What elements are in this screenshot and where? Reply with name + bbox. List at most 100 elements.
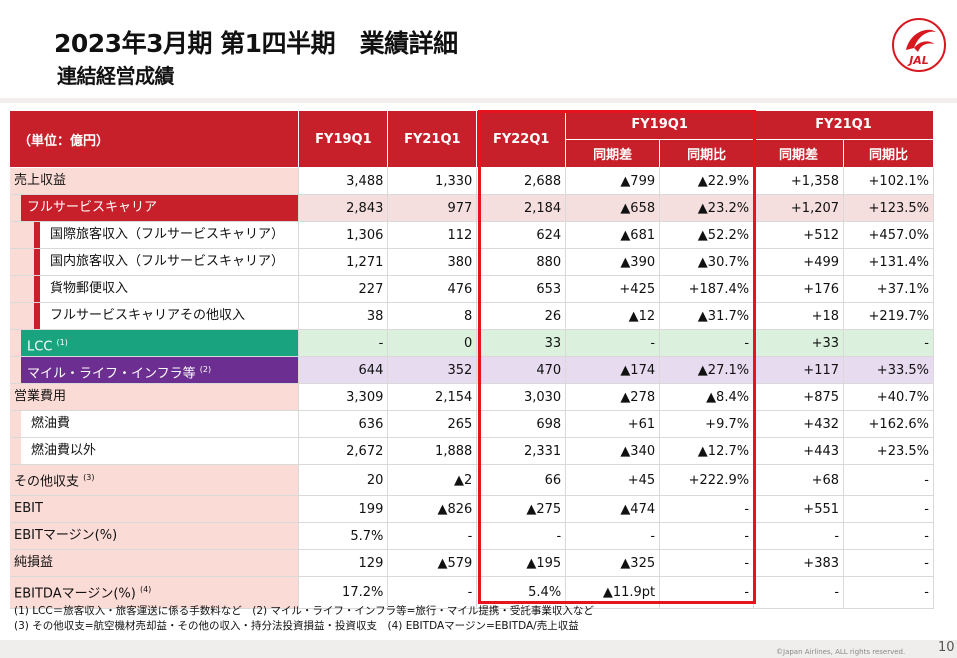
- group-fy21q1: FY21Q1: [753, 111, 934, 140]
- row-label-cell: マイル・ライフ・インフラ等 (2): [10, 356, 300, 384]
- value-cell: ▲12.7%: [659, 437, 755, 465]
- row-label: 国内旅客収入（フルサービスキャリア）: [50, 254, 285, 269]
- value-cell: 199: [298, 495, 389, 524]
- row-label-box: フルサービスキャリア: [21, 195, 298, 221]
- value-cell: ▲278: [565, 383, 661, 411]
- col-ratio-21: 同期比: [843, 139, 934, 169]
- results-table: （単位：億円） FY19Q1 FY21Q1 FY22Q1 FY19Q1 FY21…: [10, 111, 934, 609]
- value-cell: 352: [387, 356, 478, 384]
- value-cell: +875: [753, 383, 845, 411]
- value-cell: 880: [476, 248, 567, 276]
- value-cell: 977: [387, 194, 478, 222]
- value-cell: ▲275: [476, 495, 567, 524]
- row-label: 営業費用: [14, 389, 67, 404]
- value-cell: 624: [476, 221, 567, 249]
- value-cell: +45: [565, 464, 661, 497]
- value-cell: +499: [753, 248, 845, 276]
- value-cell: 698: [476, 410, 567, 438]
- value-cell: 1,271: [298, 248, 389, 276]
- table-row: その他収支 (3) 20 ▲2 66 +45 +222.9% +68-: [10, 464, 934, 497]
- row-label-cell: 国際旅客収入（フルサービスキャリア）: [10, 221, 300, 249]
- table-row: フルサービスキャリア 2,843 977 2,184 ▲658 ▲23.2% +1,207 +…: [10, 194, 934, 222]
- value-cell: +33.5%: [843, 356, 934, 384]
- value-cell: ▲22.9%: [659, 167, 755, 195]
- value-cell: 17.2%: [298, 576, 389, 609]
- row-label-box: 国内旅客収入（フルサービスキャリア）: [34, 249, 298, 275]
- value-cell: ▲23.2%: [659, 194, 755, 222]
- value-cell: ▲390: [565, 248, 661, 276]
- value-cell: +222.9%: [659, 464, 755, 497]
- value-cell: ▲8.4%: [659, 383, 755, 411]
- row-label-cell: フルサービスキャリア: [10, 194, 300, 222]
- value-cell: -: [659, 576, 755, 609]
- value-cell: -: [843, 329, 934, 357]
- row-label-box: マイル・ライフ・インフラ等 (2): [21, 357, 298, 383]
- value-cell: 380: [387, 248, 478, 276]
- value-cell: ▲2: [387, 464, 478, 497]
- row-label: LCC: [27, 339, 53, 355]
- col-ratio-19: 同期比: [659, 139, 755, 169]
- value-cell: ▲826: [387, 495, 478, 524]
- value-cell: ▲195: [476, 549, 567, 578]
- table-row: 純損益 129 ▲579 ▲195 ▲325- +383-: [10, 549, 934, 578]
- value-cell: +68: [753, 464, 845, 497]
- value-cell: +1,358: [753, 167, 845, 195]
- value-cell: -: [476, 522, 567, 551]
- value-cell: 1,330: [387, 167, 478, 195]
- group-fy19q1: FY19Q1: [565, 111, 755, 140]
- divider: [0, 98, 957, 103]
- row-label-cell: EBITマージン(%): [10, 522, 300, 551]
- row-label: 純損益: [14, 555, 54, 571]
- value-cell: +131.4%: [843, 248, 934, 276]
- value-cell: -: [659, 329, 755, 357]
- value-cell: ▲681: [565, 221, 661, 249]
- row-label-box: 国際旅客収入（フルサービスキャリア）: [34, 222, 298, 248]
- footnote-line: (1) LCC＝旅客収入・旅客運送に係る手数料など (2) マイル・ライフ・イン…: [14, 605, 594, 617]
- value-cell: ▲325: [565, 549, 661, 578]
- value-cell: -: [565, 522, 661, 551]
- value-cell: 476: [387, 275, 478, 303]
- row-label-box: 売上収益: [10, 168, 298, 194]
- value-cell: 66: [476, 464, 567, 497]
- value-cell: 3,309: [298, 383, 389, 411]
- row-label-cell: LCC (1): [10, 329, 300, 357]
- value-cell: +512: [753, 221, 845, 249]
- row-label: EBIT: [14, 501, 43, 517]
- col-fy21q1: FY21Q1: [387, 111, 478, 168]
- row-label-cell: その他収支 (3): [10, 464, 300, 497]
- value-cell: -: [843, 522, 934, 551]
- value-cell: 1,888: [387, 437, 478, 465]
- value-cell: -: [843, 576, 934, 609]
- value-cell: 1,306: [298, 221, 389, 249]
- row-label-box: 営業費用: [10, 384, 298, 410]
- table-row: フルサービスキャリアその他収入 38 8 26 ▲12 ▲31.7% +18 +219.7%: [10, 302, 934, 330]
- jal-logo: JAL: [892, 18, 946, 72]
- value-cell: 2,672: [298, 437, 389, 465]
- value-cell: 227: [298, 275, 389, 303]
- table-row: マイル・ライフ・インフラ等 (2) 644 352 470 ▲174 ▲27.1% +117…: [10, 356, 934, 384]
- value-cell: -: [843, 495, 934, 524]
- footnote-ref: (4): [139, 585, 152, 595]
- value-cell: ▲31.7%: [659, 302, 755, 330]
- value-cell: 3,030: [476, 383, 567, 411]
- col-diff-21: 同期差: [753, 139, 845, 169]
- value-cell: +187.4%: [659, 275, 755, 303]
- value-cell: +383: [753, 549, 845, 578]
- row-label: 燃油費: [31, 416, 71, 431]
- value-cell: ▲52.2%: [659, 221, 755, 249]
- value-cell: +123.5%: [843, 194, 934, 222]
- row-label-box: その他収支 (3): [10, 465, 298, 495]
- logo-text: JAL: [907, 54, 929, 67]
- value-cell: 2,331: [476, 437, 567, 465]
- row-label-box: EBIT: [10, 496, 298, 522]
- table-row: 営業費用 3,309 2,154 3,030 ▲278 ▲8.4% +875 +40.7%: [10, 383, 934, 411]
- page-number: 10: [938, 640, 955, 655]
- page-subtitle: 連結経営成績: [57, 64, 175, 88]
- row-label: 貨物郵便収入: [50, 281, 129, 296]
- unit-header: （単位：億円）: [10, 111, 300, 168]
- value-cell: 20: [298, 464, 389, 497]
- value-cell: 129: [298, 549, 389, 578]
- row-label: マイル・ライフ・インフラ等: [27, 366, 196, 382]
- value-cell: 3,488: [298, 167, 389, 195]
- value-cell: 33: [476, 329, 567, 357]
